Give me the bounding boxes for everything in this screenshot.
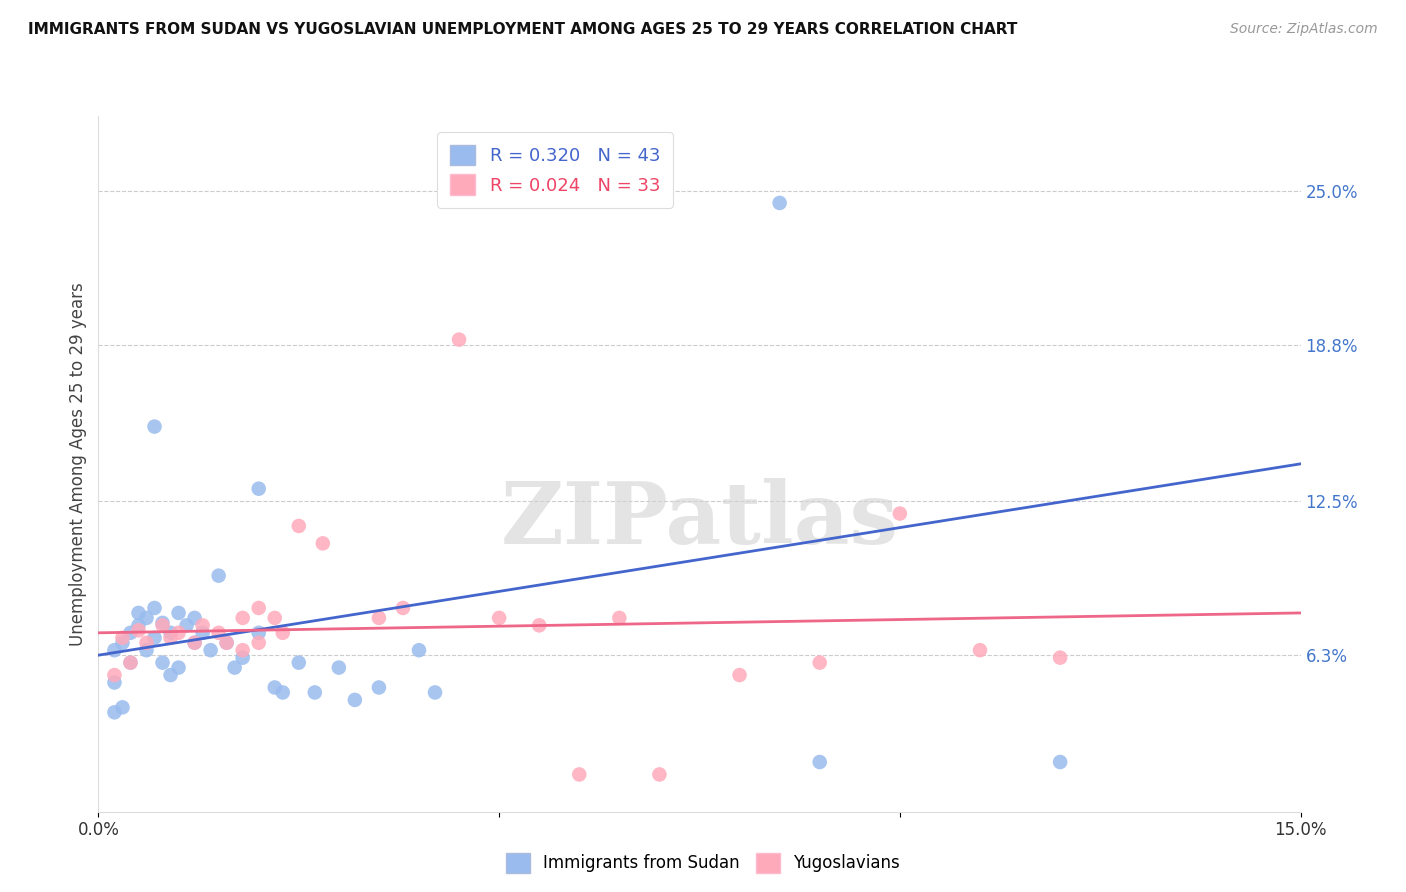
Point <box>529 618 551 632</box>
Point <box>1049 650 1071 665</box>
Point <box>159 625 181 640</box>
Text: Source: ZipAtlas.com: Source: ZipAtlas.com <box>1230 22 1378 37</box>
Point <box>392 601 415 615</box>
Text: ZIPatlas: ZIPatlas <box>501 477 898 561</box>
Point <box>111 636 134 650</box>
Point <box>128 624 150 638</box>
Point <box>215 636 238 650</box>
Point <box>143 631 166 645</box>
Point <box>232 643 254 657</box>
Legend: Immigrants from Sudan, Yugoslavians: Immigrants from Sudan, Yugoslavians <box>499 847 907 880</box>
Point <box>152 615 174 630</box>
Point <box>143 419 166 434</box>
Point <box>135 636 157 650</box>
Point <box>263 611 285 625</box>
Point <box>408 643 430 657</box>
Point <box>208 568 231 582</box>
Point <box>167 606 190 620</box>
Point <box>368 681 391 695</box>
Point <box>232 650 254 665</box>
Point <box>191 618 214 632</box>
Point <box>232 611 254 625</box>
Legend: R = 0.320   N = 43, R = 0.024   N = 33: R = 0.320 N = 43, R = 0.024 N = 33 <box>437 132 673 208</box>
Point <box>969 643 991 657</box>
Point <box>167 660 190 674</box>
Point <box>103 706 125 720</box>
Point <box>247 625 270 640</box>
Point <box>447 333 470 347</box>
Point <box>159 631 181 645</box>
Point <box>143 601 166 615</box>
Point <box>200 643 222 657</box>
Point <box>769 196 792 211</box>
Point <box>208 625 231 640</box>
Point <box>288 656 311 670</box>
Point <box>183 611 205 625</box>
Point <box>167 625 190 640</box>
Point <box>808 755 831 769</box>
Point <box>183 636 205 650</box>
Point <box>423 685 446 699</box>
Point <box>111 631 134 645</box>
Point <box>343 693 366 707</box>
Point <box>247 482 270 496</box>
Point <box>368 611 391 625</box>
Point <box>271 685 294 699</box>
Point <box>191 625 214 640</box>
Point <box>304 685 326 699</box>
Point <box>1049 755 1071 769</box>
Point <box>103 643 125 657</box>
Y-axis label: Unemployment Among Ages 25 to 29 years: Unemployment Among Ages 25 to 29 years <box>69 282 87 646</box>
Point <box>152 656 174 670</box>
Point <box>135 643 157 657</box>
Text: IMMIGRANTS FROM SUDAN VS YUGOSLAVIAN UNEMPLOYMENT AMONG AGES 25 TO 29 YEARS CORR: IMMIGRANTS FROM SUDAN VS YUGOSLAVIAN UNE… <box>28 22 1018 37</box>
Point <box>111 700 134 714</box>
Point <box>120 656 142 670</box>
Point <box>247 601 270 615</box>
Point <box>103 675 125 690</box>
Point <box>159 668 181 682</box>
Point <box>728 668 751 682</box>
Point <box>568 767 591 781</box>
Point <box>183 636 205 650</box>
Point <box>120 625 142 640</box>
Point <box>271 625 294 640</box>
Point <box>176 618 198 632</box>
Point <box>247 636 270 650</box>
Point <box>135 611 157 625</box>
Point <box>609 611 631 625</box>
Point <box>128 606 150 620</box>
Point <box>152 618 174 632</box>
Point <box>488 611 510 625</box>
Point <box>808 656 831 670</box>
Point <box>328 660 350 674</box>
Point <box>648 767 671 781</box>
Point <box>120 656 142 670</box>
Point <box>889 507 911 521</box>
Point <box>288 519 311 533</box>
Point <box>312 536 335 550</box>
Point <box>215 636 238 650</box>
Point <box>103 668 125 682</box>
Point <box>263 681 285 695</box>
Point <box>224 660 246 674</box>
Point <box>128 618 150 632</box>
